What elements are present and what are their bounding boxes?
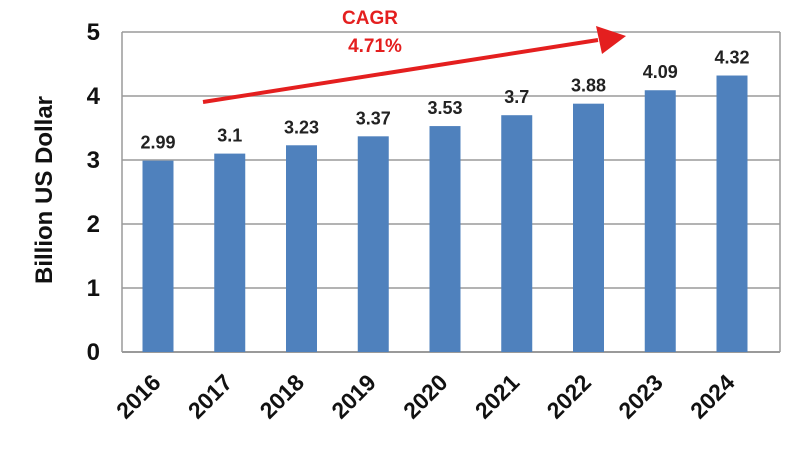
bars — [142, 75, 748, 353]
bar-2020 — [429, 126, 461, 352]
x-tick-label: 2023 — [613, 369, 668, 424]
bar-2019 — [357, 136, 389, 352]
cagr-arrow — [202, 38, 599, 104]
data-label: 2.99 — [140, 133, 175, 153]
bar-2017 — [214, 153, 246, 352]
y-tick-label: 3 — [87, 147, 100, 174]
y-axis-title: Billion US Dollar — [31, 96, 58, 284]
data-labels: 2.99 3.1 3.23 3.37 3.53 3.7 3.88 4.09 4.32 — [140, 48, 749, 153]
data-label: 3.37 — [356, 108, 391, 128]
data-label: 4.32 — [714, 48, 749, 68]
y-tick-label: 5 — [87, 19, 100, 46]
bar-2023 — [644, 90, 676, 353]
bar-2021 — [501, 115, 533, 352]
x-tick-label: 2021 — [470, 369, 525, 424]
data-label: 4.09 — [643, 62, 678, 82]
cagr-arrowhead — [596, 26, 626, 54]
bar-2018 — [286, 145, 317, 352]
x-axis: 2016 2017 2018 2019 2020 2021 2022 2023 2024 — [111, 369, 740, 424]
x-tick-label: 2018 — [254, 369, 309, 424]
cagr-label: CAGR — [342, 8, 398, 29]
x-tick-label: 2017 — [183, 369, 238, 424]
bar-2016 — [142, 160, 174, 352]
data-label: 3.1 — [217, 126, 242, 146]
data-label: 3.88 — [571, 76, 606, 96]
bar-2024 — [716, 75, 748, 353]
x-tick-label: 2024 — [685, 369, 740, 424]
x-tick-label: 2016 — [111, 369, 166, 424]
y-axis: 0 1 2 3 4 5 — [87, 19, 101, 366]
data-label: 3.23 — [284, 117, 319, 137]
y-tick-label: 2 — [87, 211, 100, 238]
cagr-value: 4.71% — [348, 36, 402, 57]
x-tick-label: 2019 — [326, 369, 381, 424]
cagr-annotation: CAGR 4.71% — [202, 8, 626, 104]
data-label: 3.53 — [427, 98, 462, 118]
y-tick-label: 0 — [87, 339, 100, 366]
data-label: 3.7 — [504, 87, 529, 107]
bar-2022 — [573, 103, 604, 353]
y-tick-label: 4 — [87, 83, 101, 110]
y-tick-label: 1 — [87, 275, 100, 302]
x-tick-label: 2022 — [541, 369, 596, 424]
x-tick-label: 2020 — [398, 369, 453, 424]
